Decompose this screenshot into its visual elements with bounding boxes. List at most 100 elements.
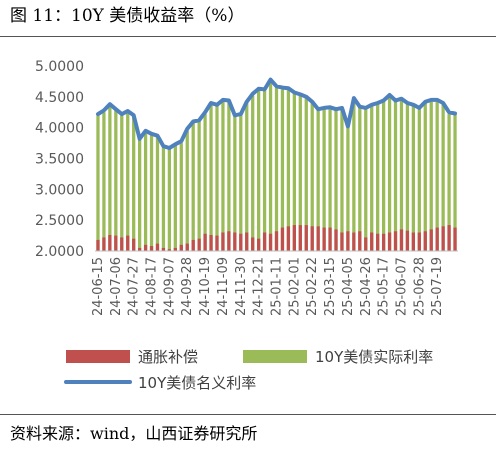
inflation-bar bbox=[364, 237, 368, 251]
real-rate-bar bbox=[209, 104, 213, 251]
real-rate-bar bbox=[304, 98, 308, 251]
real-rate-bar bbox=[370, 106, 374, 251]
real-rate-bar bbox=[149, 135, 154, 251]
inflation-bar bbox=[215, 235, 219, 251]
real-rate-bar bbox=[102, 112, 106, 251]
real-rate-bar bbox=[245, 103, 249, 251]
inflation-bar bbox=[453, 227, 457, 251]
inflation-bar bbox=[96, 239, 100, 251]
inflation-bar bbox=[108, 234, 112, 251]
x-tick-label: 24-09-28 bbox=[180, 257, 195, 316]
real-rate-bar bbox=[435, 101, 439, 251]
legend-inflation-swatch bbox=[66, 350, 130, 363]
real-rate-bar bbox=[346, 126, 350, 251]
x-tick-label: 24-09-07 bbox=[162, 257, 177, 316]
inflation-bar bbox=[257, 238, 261, 251]
inflation-bar bbox=[143, 244, 148, 251]
title-divider bbox=[0, 36, 496, 37]
real-rate-bar bbox=[274, 87, 279, 251]
real-rate-bar bbox=[328, 107, 332, 251]
inflation-bar bbox=[155, 243, 160, 251]
inflation-bar bbox=[441, 226, 445, 251]
x-tick-label: 25-01-11 bbox=[270, 257, 285, 316]
inflation-bar bbox=[316, 226, 320, 251]
y-tick-label: 4.5000 bbox=[35, 90, 84, 106]
x-tick-label: 24-06-15 bbox=[91, 257, 106, 316]
inflation-bar bbox=[251, 237, 255, 251]
real-rate-bar bbox=[96, 115, 100, 251]
real-rate-bar bbox=[143, 132, 148, 251]
real-rate-bar bbox=[191, 122, 195, 251]
real-rate-bar bbox=[262, 90, 267, 251]
real-rate-bar bbox=[352, 99, 356, 251]
real-rate-bar bbox=[411, 106, 416, 251]
inflation-bar bbox=[298, 225, 302, 251]
real-rate-bar bbox=[173, 144, 177, 251]
x-tick-label: 24-12-21 bbox=[252, 257, 267, 316]
real-rate-bar bbox=[268, 81, 273, 251]
y-tick-label: 4.0000 bbox=[35, 121, 84, 137]
real-rate-bar bbox=[298, 95, 302, 251]
real-rate-bar bbox=[381, 101, 386, 251]
inflation-bar bbox=[399, 229, 404, 251]
x-tick-label: 24-07-27 bbox=[127, 257, 142, 316]
real-rate-bar bbox=[185, 130, 189, 251]
inflation-bar bbox=[179, 244, 183, 251]
real-rate-bar bbox=[340, 109, 344, 252]
inflation-bar bbox=[185, 243, 189, 251]
legend-real-rate-swatch bbox=[243, 350, 307, 363]
inflation-bar bbox=[233, 232, 237, 251]
inflation-bar bbox=[292, 225, 296, 251]
inflation-bar bbox=[126, 235, 130, 251]
inflation-bar bbox=[262, 232, 267, 251]
inflation-bar bbox=[114, 235, 118, 251]
real-rate-bar bbox=[179, 143, 183, 251]
x-tick-label: 25-04-26 bbox=[359, 257, 374, 316]
real-rate-bar bbox=[167, 148, 172, 251]
inflation-bar bbox=[411, 232, 416, 251]
x-tick-label: 25-04-05 bbox=[341, 257, 356, 316]
x-tick-label: 25-02-01 bbox=[287, 257, 302, 316]
real-rate-bar bbox=[310, 103, 314, 251]
y-axis: 2.0000 2.5000 3.0000 3.5000 4.0000 4.5000 5.00… bbox=[35, 59, 84, 260]
real-rate-bar bbox=[417, 109, 421, 252]
x-tick-label: 24-07-06 bbox=[109, 257, 124, 316]
y-tick-label: 2.5000 bbox=[35, 213, 84, 229]
real-rate-bar bbox=[114, 110, 118, 252]
real-rate-bar bbox=[399, 99, 404, 251]
inflation-bar bbox=[346, 231, 350, 251]
inflation-bar bbox=[387, 232, 392, 251]
real-rate-bar bbox=[453, 114, 457, 251]
source-divider bbox=[0, 414, 496, 415]
real-rate-bar bbox=[441, 104, 445, 251]
real-rate-bar bbox=[429, 101, 433, 251]
real-rate-bar bbox=[316, 110, 320, 252]
x-tick-label: 25-06-28 bbox=[412, 257, 427, 316]
inflation-bar bbox=[334, 229, 338, 251]
real-rate-bar bbox=[155, 136, 160, 251]
y-tick-label: 5.0000 bbox=[35, 59, 84, 75]
inflation-bar bbox=[447, 225, 451, 251]
inflation-bar bbox=[209, 234, 213, 251]
inflation-bar bbox=[132, 238, 136, 251]
legend-nominal-label: 10Y美债名义利率 bbox=[138, 374, 256, 392]
inflation-bar bbox=[417, 232, 421, 251]
inflation-bar bbox=[227, 231, 231, 251]
inflation-bar bbox=[203, 233, 207, 251]
inflation-bar bbox=[161, 247, 166, 251]
real-rate-bar bbox=[132, 116, 136, 251]
x-tick-label: 25-02-22 bbox=[305, 257, 320, 316]
real-rate-bar bbox=[358, 107, 362, 251]
inflation-bar bbox=[376, 233, 380, 251]
x-tick-label: 24-11-30 bbox=[234, 257, 249, 316]
inflation-bar bbox=[304, 225, 308, 251]
real-rate-bar bbox=[387, 95, 392, 251]
x-tick-label: 25-05-17 bbox=[377, 257, 392, 316]
real-rate-bar bbox=[221, 101, 225, 251]
inflation-bar bbox=[370, 232, 374, 251]
real-rate-bar bbox=[197, 121, 201, 251]
inflation-bar bbox=[274, 231, 279, 251]
y-tick-label: 3.0000 bbox=[35, 182, 84, 198]
real-rate-bar bbox=[257, 90, 261, 251]
inflation-bar bbox=[102, 237, 106, 251]
